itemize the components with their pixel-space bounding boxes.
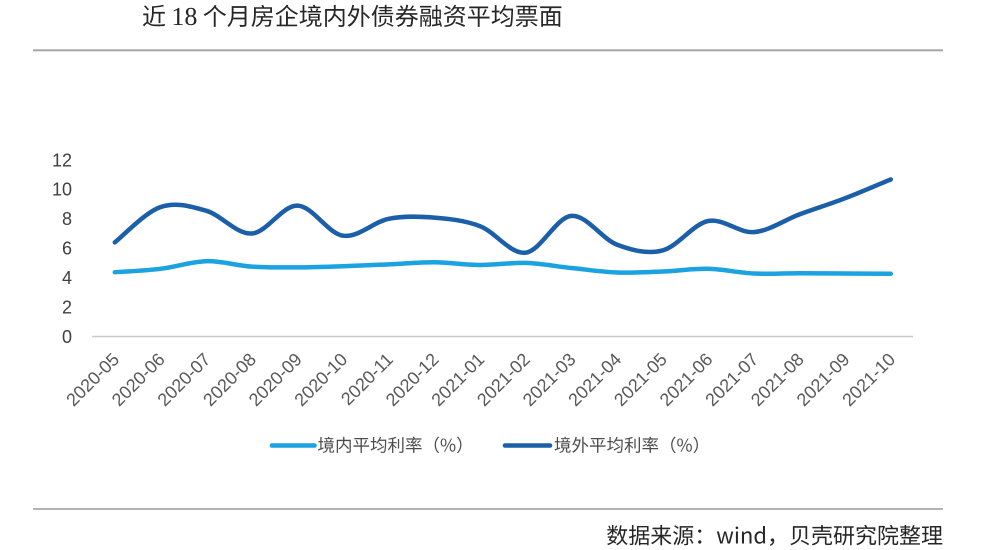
svg-text:4: 4	[62, 268, 72, 288]
svg-text:8: 8	[62, 209, 72, 229]
svg-text:10: 10	[52, 180, 72, 200]
svg-text:2: 2	[62, 297, 72, 317]
svg-text:12: 12	[52, 150, 72, 170]
svg-text:6: 6	[62, 239, 72, 259]
svg-text:0: 0	[62, 327, 72, 347]
